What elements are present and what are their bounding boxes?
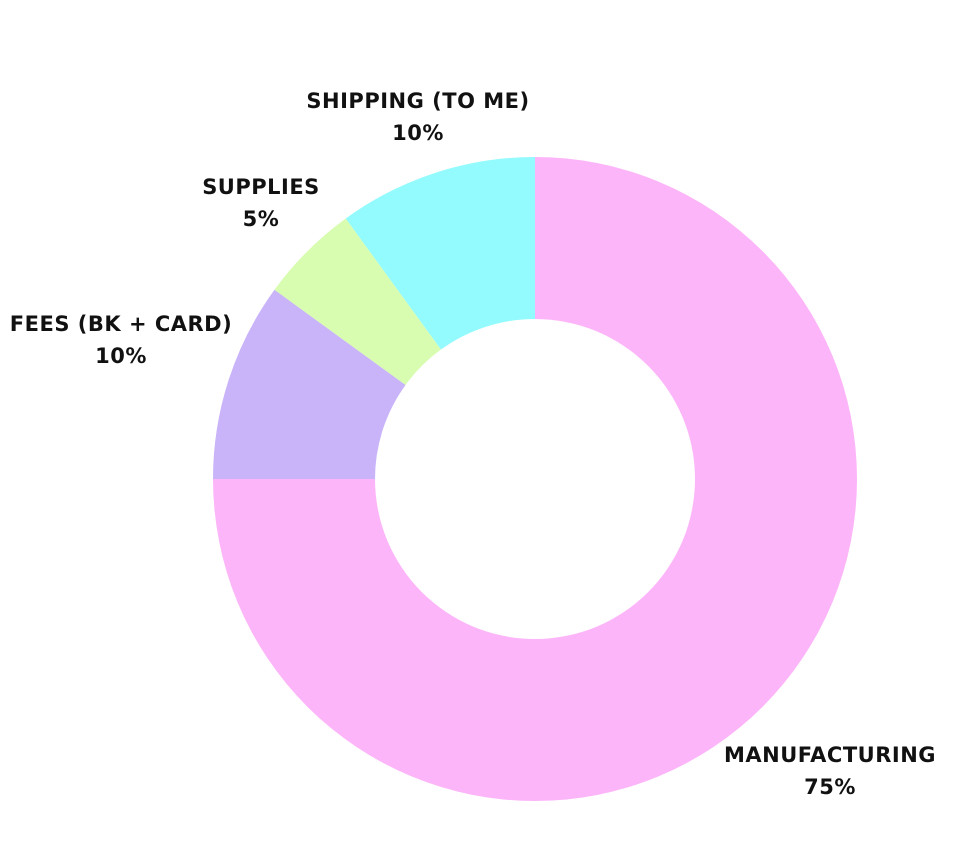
label-fees: FEES (BK + CARD) 10% bbox=[10, 308, 232, 372]
slice-value: 10% bbox=[392, 121, 444, 145]
label-manufacturing: MANUFACTURING 75% bbox=[724, 739, 936, 803]
slice-label: SHIPPING (TO ME) bbox=[306, 89, 530, 113]
slice-shipping-to-me bbox=[345, 157, 535, 350]
slice-label: SUPPLIES bbox=[202, 175, 320, 199]
slice-label: FEES (BK + CARD) bbox=[9, 312, 233, 336]
label-supplies: SUPPLIES 5% bbox=[202, 171, 320, 235]
slice-fees-bk-card bbox=[213, 289, 406, 479]
slice-supplies bbox=[274, 218, 441, 385]
slice-value: 5% bbox=[242, 207, 280, 231]
slice-value: 75% bbox=[804, 775, 856, 799]
label-shipping: SHIPPING (TO ME) 10% bbox=[306, 85, 529, 149]
slice-manufacturing bbox=[213, 157, 857, 801]
slice-label: MANUFACTURING bbox=[723, 743, 937, 767]
slice-value: 10% bbox=[95, 344, 147, 368]
